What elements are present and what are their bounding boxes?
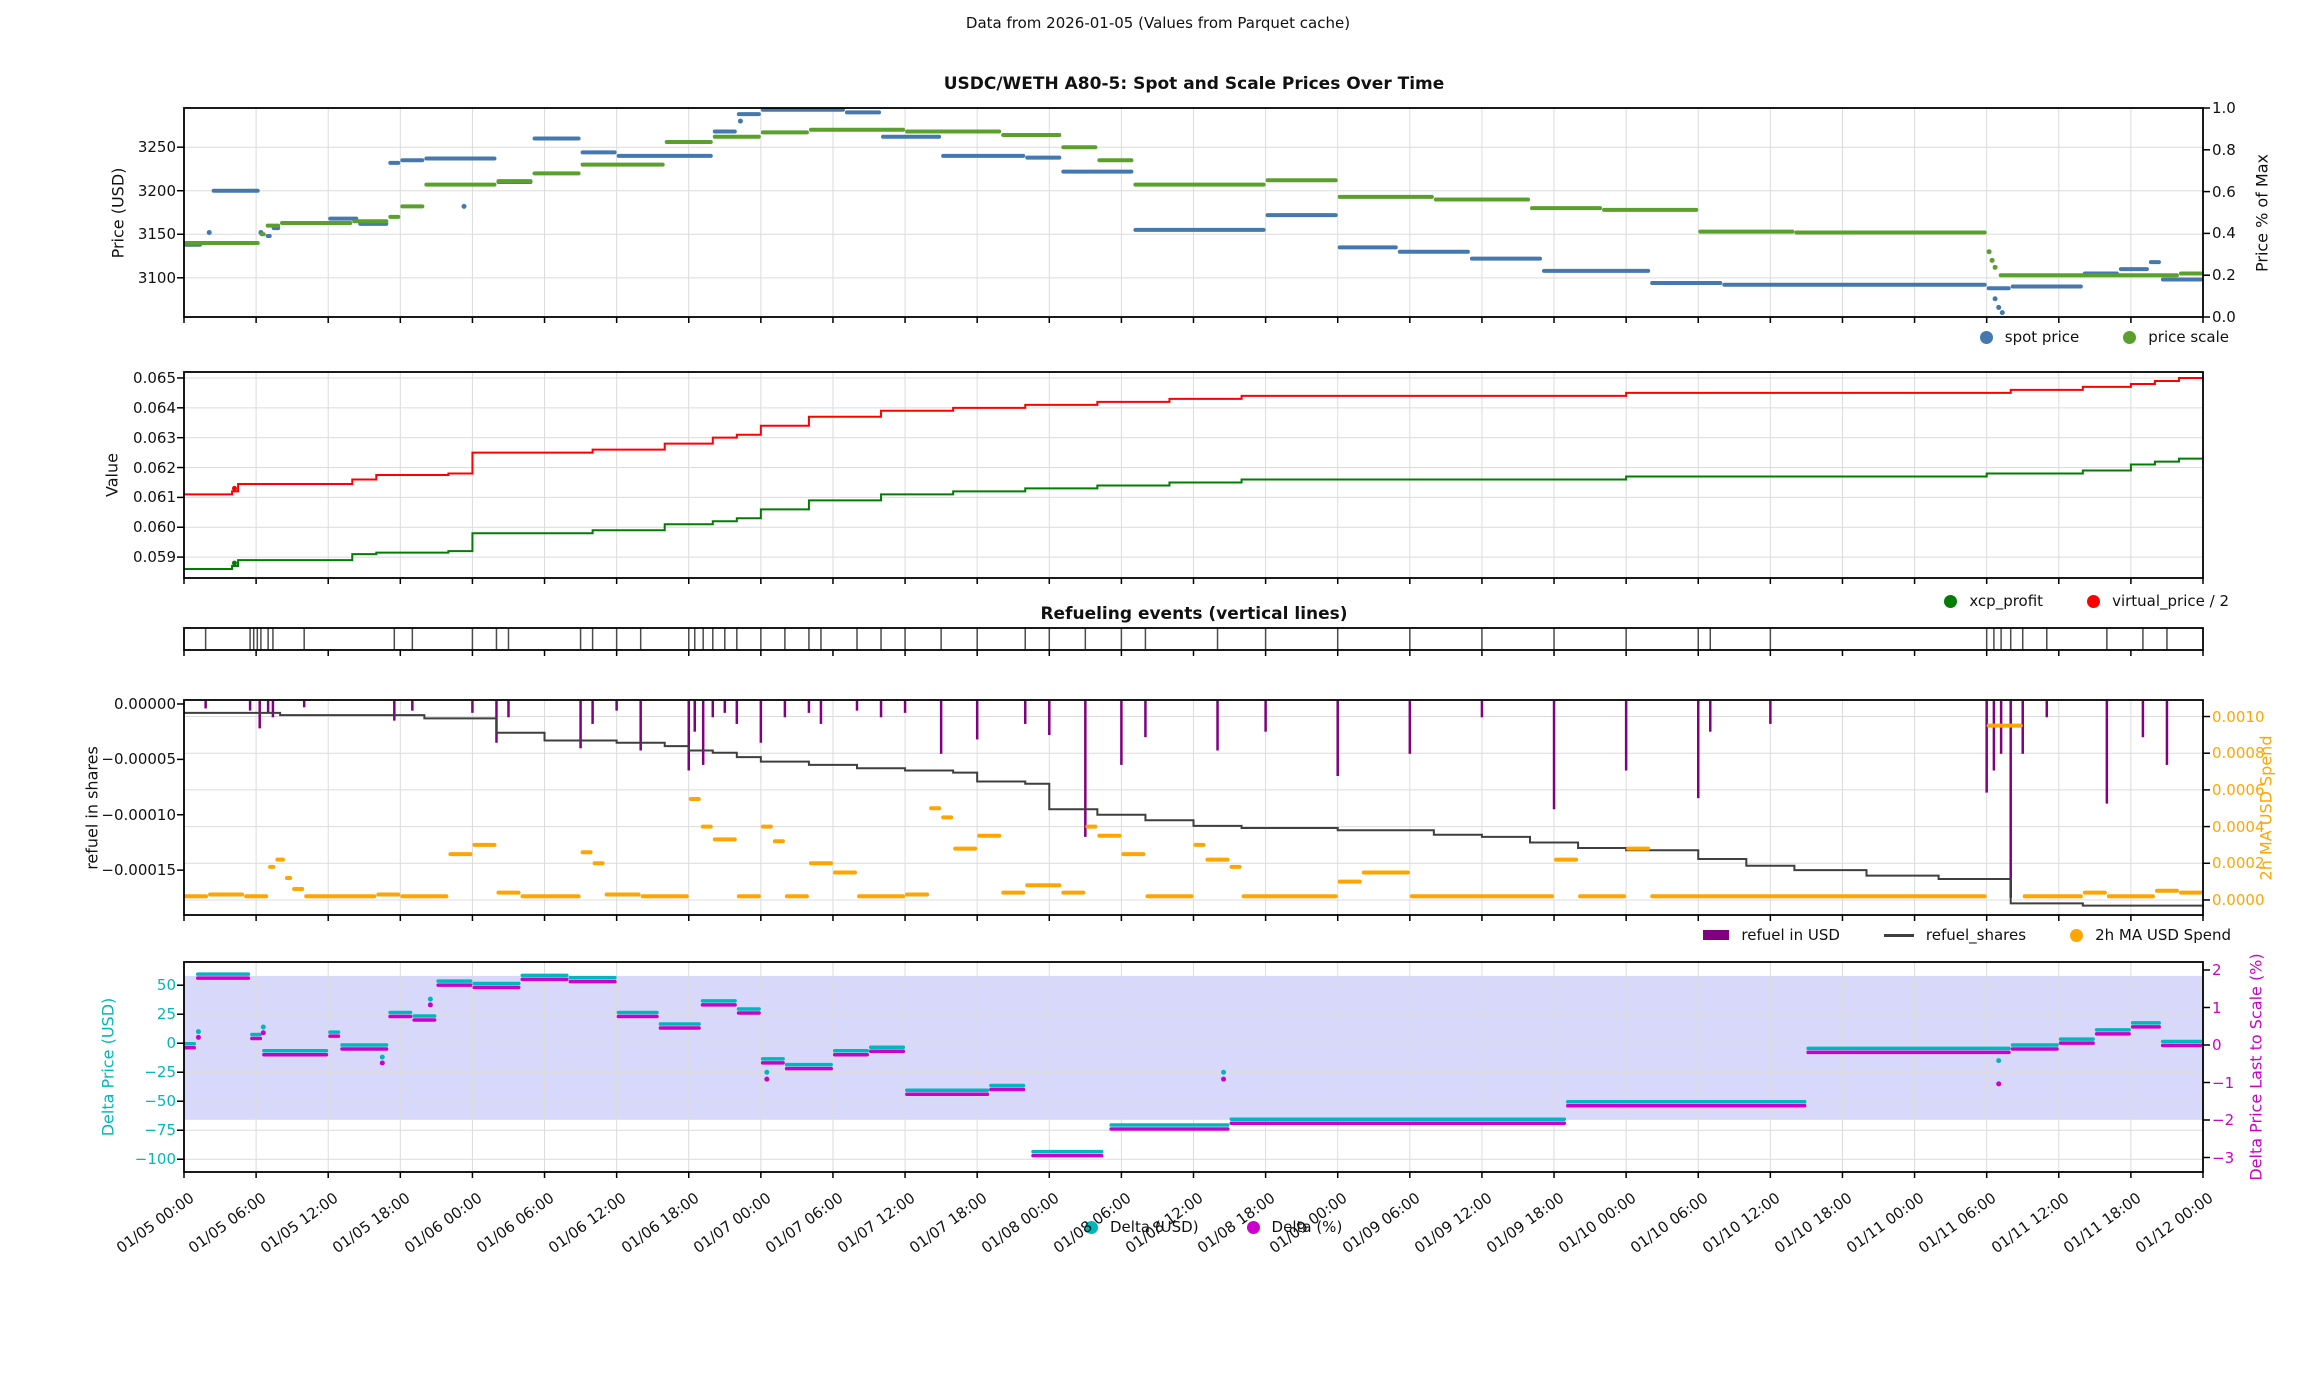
refuel-shares-line-icon xyxy=(1883,933,1914,937)
y-tick-label: 3200 xyxy=(137,181,176,200)
legend-label: xcp_profit xyxy=(1969,592,2044,610)
legend-label: 2h MA USD Spend xyxy=(2095,926,2231,944)
delta-usd-marker-icon xyxy=(1085,1220,1098,1234)
ma-usd-spend-marker-icon xyxy=(2070,928,2084,942)
y-tick-label: 0.6 xyxy=(2212,182,2236,201)
delta-chart-legend: Delta (USD) Delta (%) xyxy=(1085,1218,1342,1236)
y-tick-label: 1 xyxy=(2212,998,2222,1017)
y-tick-label: 2 xyxy=(2212,961,2222,979)
y-tick-label: −2 xyxy=(2212,1111,2235,1129)
virtual-price-marker-icon xyxy=(2087,594,2101,608)
legend-item-ma-usd-spend: 2h MA USD Spend xyxy=(2070,926,2231,944)
y-tick-label: −50 xyxy=(144,1092,176,1111)
y-tick-label: 3250 xyxy=(137,138,176,157)
y-tick-label: −25 xyxy=(144,1063,176,1082)
price-chart-title: USDC/WETH A80-5: Spot and Scale Prices O… xyxy=(943,74,1445,94)
price-pct-y-axis-label: Price % of Max xyxy=(2252,154,2272,272)
y-tick-label: 50 xyxy=(156,976,176,995)
delta-pct-marker-icon xyxy=(1246,1220,1260,1234)
y-tick-label: 0.0 xyxy=(2212,308,2236,326)
y-tick-label: 0.0000 xyxy=(2212,890,2265,909)
value-chart-legend: xcp_profit virtual_price / 2 xyxy=(1944,592,2229,610)
y-tick-label: 0.0002 xyxy=(2212,854,2265,873)
figure-suptitle: Data from 2026-01-05 (Values from Parque… xyxy=(965,14,1351,32)
legend-item-delta-usd: Delta (USD) xyxy=(1085,1218,1199,1236)
y-tick-label: −3 xyxy=(2212,1148,2235,1167)
legend-item-spot-price: spot price xyxy=(1979,328,2080,346)
y-tick-label: 3150 xyxy=(137,225,176,244)
y-tick-label: 0.0004 xyxy=(2212,817,2265,836)
refuel-events-title: Refueling events (vertical lines) xyxy=(1040,604,1348,624)
legend-label: virtual_price / 2 xyxy=(2112,592,2229,610)
spot-price-marker-icon xyxy=(1979,330,1993,344)
y-tick-label: 1.0 xyxy=(2212,99,2236,117)
xcp-profit-marker-icon xyxy=(1944,594,1958,608)
y-tick-label: 0.061 xyxy=(133,488,176,507)
y-tick-label: 0.0008 xyxy=(2212,744,2265,763)
legend-label: spot price xyxy=(2004,328,2080,346)
y-tick-label: −100 xyxy=(134,1150,176,1169)
legend-label: Delta (USD) xyxy=(1110,1218,1199,1236)
y-tick-label: 0.063 xyxy=(133,428,176,447)
y-tick-label: 0.0010 xyxy=(2212,707,2265,726)
legend-label: Delta (%) xyxy=(1271,1218,1343,1236)
y-tick-label: 0.2 xyxy=(2212,266,2236,285)
y-tick-label: 3100 xyxy=(137,268,176,287)
y-tick-label: 0.059 xyxy=(133,548,176,567)
price-chart-legend: spot price price scale xyxy=(1979,328,2229,346)
legend-item-price-scale: price scale xyxy=(2123,328,2229,346)
legend-label: refuel_shares xyxy=(1925,926,2027,944)
y-tick-label: −0.00005 xyxy=(101,750,176,769)
legend-label: refuel in USD xyxy=(1741,926,1840,944)
y-tick-label: 0.4 xyxy=(2212,224,2236,243)
legend-label: price scale xyxy=(2148,328,2229,346)
y-tick-label: −0.00010 xyxy=(101,805,176,824)
y-tick-label: −1 xyxy=(2212,1073,2235,1092)
y-tick-label: 0 xyxy=(166,1034,176,1053)
legend-item-refuel-usd: refuel in USD xyxy=(1703,926,1840,944)
y-tick-label: 25 xyxy=(156,1005,176,1024)
y-tick-label: 0 xyxy=(2212,1036,2222,1054)
y-tick-label: 0.0006 xyxy=(2212,780,2265,799)
y-tick-label: 0.065 xyxy=(133,368,176,387)
y-tick-label: 0.064 xyxy=(133,398,176,417)
y-tick-label: −0.00015 xyxy=(101,861,176,880)
y-tick-label: 0.060 xyxy=(133,518,176,537)
legend-item-xcp-profit: xcp_profit xyxy=(1944,592,2043,610)
legend-item-refuel-shares: refuel_shares xyxy=(1883,926,2027,944)
y-tick-label: 0.062 xyxy=(133,458,176,477)
y-tick-label: 0.8 xyxy=(2212,140,2236,159)
refuel-chart-legend: refuel in USD refuel_shares 2h MA USD Sp… xyxy=(1703,926,2231,944)
legend-item-delta-pct: Delta (%) xyxy=(1246,1218,1343,1236)
price-scale-marker-icon xyxy=(2123,330,2137,344)
legend-item-virtual-price: virtual_price / 2 xyxy=(2087,592,2229,610)
refuel-usd-marker-icon xyxy=(1703,930,1730,940)
delta-pct-y-axis-label: Delta Price Last to Scale (%) xyxy=(2246,953,2266,1181)
y-tick-label: −75 xyxy=(144,1121,176,1140)
y-tick-label: 0.00000 xyxy=(113,694,176,713)
